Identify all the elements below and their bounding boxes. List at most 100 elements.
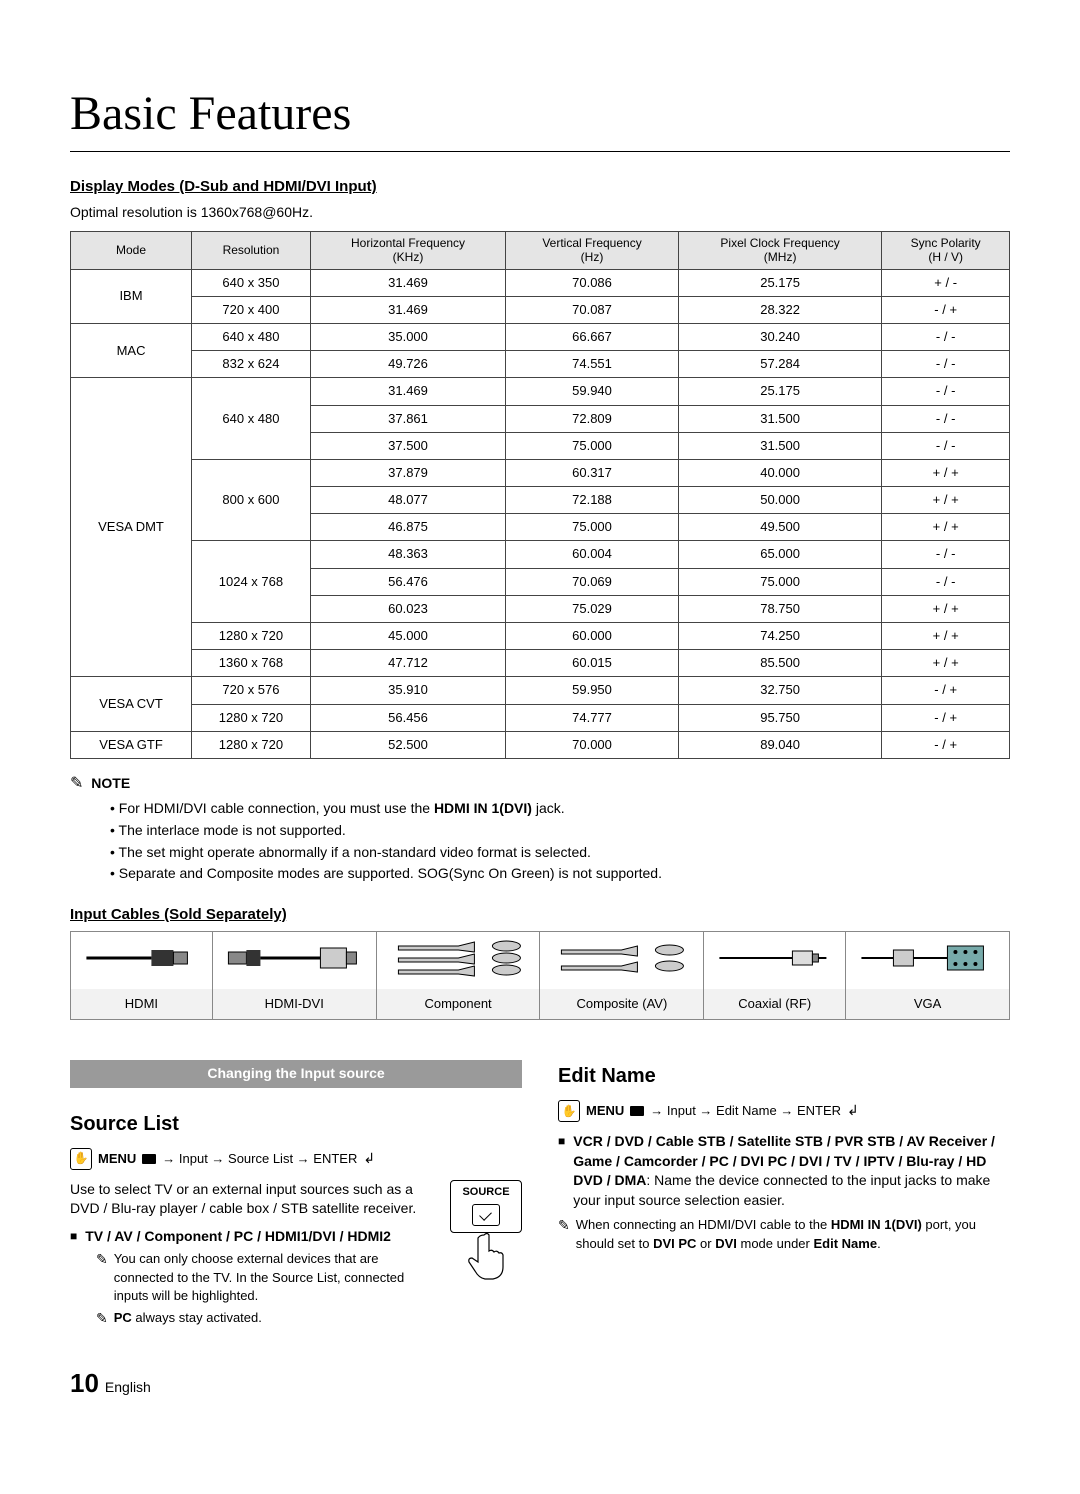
table-cell: 720 x 576 bbox=[192, 677, 311, 704]
table-cell: - / + bbox=[882, 296, 1010, 323]
table-cell: 35.910 bbox=[310, 677, 505, 704]
table-header: Mode bbox=[71, 231, 192, 269]
language-label: English bbox=[105, 1378, 151, 1398]
cable-icon-cell bbox=[71, 931, 213, 989]
table-header: Horizontal Frequency(KHz) bbox=[310, 231, 505, 269]
tip-icon: ✎ bbox=[96, 1309, 108, 1329]
note-icon: ✎ bbox=[70, 775, 83, 792]
cable-label: HDMI bbox=[71, 989, 213, 1020]
table-cell: 70.087 bbox=[506, 296, 679, 323]
table-cell: 45.000 bbox=[310, 623, 505, 650]
note-label: NOTE bbox=[91, 775, 130, 791]
table-cell: - / - bbox=[882, 405, 1010, 432]
input-cables-table: HDMIHDMI-DVIComponentComposite (AV)Coaxi… bbox=[70, 931, 1010, 1020]
source-list-menu-path: ✋ MENU → Input → Source List → ENTER ↲ bbox=[70, 1148, 522, 1170]
enter-icon: ↲ bbox=[363, 1149, 375, 1169]
table-header: Pixel Clock Frequency(MHz) bbox=[678, 231, 881, 269]
table-cell: 59.940 bbox=[506, 378, 679, 405]
table-cell: 31.469 bbox=[310, 378, 505, 405]
mode-cell: VESA CVT bbox=[71, 677, 192, 731]
square-bullet-icon: ■ bbox=[70, 1227, 77, 1247]
table-cell: 74.777 bbox=[506, 704, 679, 731]
tip-item: ✎You can only choose external devices th… bbox=[96, 1250, 440, 1305]
table-cell: 50.000 bbox=[678, 487, 881, 514]
table-cell: 28.322 bbox=[678, 296, 881, 323]
table-cell: + / + bbox=[882, 459, 1010, 486]
remote-icon: ✋ bbox=[558, 1100, 580, 1122]
table-cell: 640 x 480 bbox=[192, 323, 311, 350]
source-list-options: ■ TV / AV / Component / PC / HDMI1/DVI /… bbox=[70, 1227, 440, 1247]
table-cell: - / + bbox=[882, 731, 1010, 758]
cable-label: Composite (AV) bbox=[540, 989, 704, 1020]
table-cell: + / - bbox=[882, 269, 1010, 296]
table-cell: - / - bbox=[882, 378, 1010, 405]
table-header: Vertical Frequency(Hz) bbox=[506, 231, 679, 269]
source-list-heading: Source List bbox=[70, 1110, 522, 1138]
table-cell: 48.363 bbox=[310, 541, 505, 568]
table-cell: 47.712 bbox=[310, 650, 505, 677]
table-cell: 720 x 400 bbox=[192, 296, 311, 323]
source-remote-graphic: SOURCE bbox=[450, 1180, 522, 1287]
table-cell: 89.040 bbox=[678, 731, 881, 758]
table-cell: + / + bbox=[882, 487, 1010, 514]
table-cell: - / + bbox=[882, 677, 1010, 704]
table-cell: + / + bbox=[882, 595, 1010, 622]
note-item: For HDMI/DVI cable connection, you must … bbox=[110, 799, 1010, 819]
table-cell: 31.469 bbox=[310, 296, 505, 323]
table-cell: - / - bbox=[882, 568, 1010, 595]
cable-label: Component bbox=[376, 989, 540, 1020]
edit-name-tip: ✎ When connecting an HDMI/DVI cable to t… bbox=[558, 1216, 1010, 1252]
table-cell: 75.000 bbox=[678, 568, 881, 595]
table-cell: - / - bbox=[882, 432, 1010, 459]
table-cell: 640 x 350 bbox=[192, 269, 311, 296]
mode-cell: IBM bbox=[71, 269, 192, 323]
mode-cell: VESA GTF bbox=[71, 731, 192, 758]
table-cell: - / + bbox=[882, 704, 1010, 731]
table-cell: 37.879 bbox=[310, 459, 505, 486]
mode-cell: VESA DMT bbox=[71, 378, 192, 677]
table-cell: 37.500 bbox=[310, 432, 505, 459]
remote-icon: ✋ bbox=[70, 1148, 92, 1170]
resolution-cell: 640 x 480 bbox=[192, 378, 311, 460]
enter-icon: ↲ bbox=[847, 1101, 859, 1121]
resolution-cell: 1024 x 768 bbox=[192, 541, 311, 623]
table-cell: 25.175 bbox=[678, 269, 881, 296]
table-cell: 31.500 bbox=[678, 432, 881, 459]
cable-label: Coaxial (RF) bbox=[704, 989, 846, 1020]
table-cell: - / - bbox=[882, 323, 1010, 350]
table-cell: - / - bbox=[882, 351, 1010, 378]
tip-item: ✎PC always stay activated. bbox=[96, 1309, 522, 1329]
note-item: The interlace mode is not supported. bbox=[110, 821, 1010, 841]
table-cell: 66.667 bbox=[506, 323, 679, 350]
table-cell: + / + bbox=[882, 623, 1010, 650]
resolution-cell: 1360 x 768 bbox=[192, 650, 311, 677]
table-cell: + / + bbox=[882, 650, 1010, 677]
table-cell: 49.726 bbox=[310, 351, 505, 378]
page-number: 10 bbox=[70, 1365, 99, 1401]
table-cell: 832 x 624 bbox=[192, 351, 311, 378]
table-cell: - / - bbox=[882, 541, 1010, 568]
cable-icon-cell bbox=[212, 931, 376, 989]
edit-name-options: ■ VCR / DVD / Cable STB / Satellite STB … bbox=[558, 1132, 1010, 1210]
changing-input-source-bar: Changing the Input source bbox=[70, 1060, 522, 1088]
table-cell: 1280 x 720 bbox=[192, 731, 311, 758]
table-cell: 78.750 bbox=[678, 595, 881, 622]
table-cell: 74.551 bbox=[506, 351, 679, 378]
input-cables-heading: Input Cables (Sold Separately) bbox=[70, 904, 1010, 925]
cable-label: VGA bbox=[846, 989, 1010, 1020]
table-cell: 32.750 bbox=[678, 677, 881, 704]
table-cell: 70.000 bbox=[506, 731, 679, 758]
table-header: Sync Polarity(H / V) bbox=[882, 231, 1010, 269]
note-item: Separate and Composite modes are support… bbox=[110, 864, 1010, 884]
cable-icon-cell bbox=[540, 931, 704, 989]
table-cell: 57.284 bbox=[678, 351, 881, 378]
menu-key-icon bbox=[630, 1106, 644, 1116]
table-cell: 59.950 bbox=[506, 677, 679, 704]
mode-cell: MAC bbox=[71, 323, 192, 377]
table-cell: 35.000 bbox=[310, 323, 505, 350]
note-block: ✎ NOTE For HDMI/DVI cable connection, yo… bbox=[70, 773, 1010, 884]
optimal-resolution-text: Optimal resolution is 1360x768@60Hz. bbox=[70, 203, 1010, 223]
table-cell: 60.023 bbox=[310, 595, 505, 622]
note-item: The set might operate abnormally if a no… bbox=[110, 843, 1010, 863]
table-cell: 72.188 bbox=[506, 487, 679, 514]
